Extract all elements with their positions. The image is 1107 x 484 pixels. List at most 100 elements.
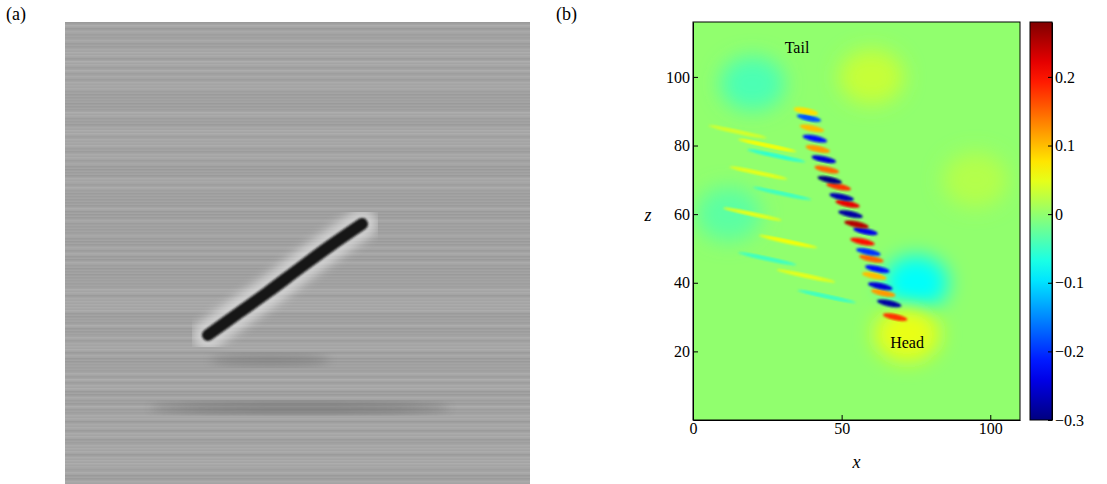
- noise-line: [65, 346, 530, 348]
- noise-line: [65, 238, 530, 240]
- colorbar: [1030, 22, 1052, 420]
- noise-line: [65, 178, 530, 180]
- x-tick-label: 50: [834, 420, 850, 437]
- noise-line: [65, 46, 530, 48]
- noise-line: [65, 307, 530, 309]
- noise-line: [65, 91, 530, 93]
- noise-line: [65, 295, 530, 297]
- noise-line: [65, 208, 530, 210]
- streak: [208, 224, 362, 335]
- noise-line: [65, 391, 530, 393]
- noise-line: [65, 451, 530, 453]
- noise-line: [65, 190, 530, 192]
- noise-line: [65, 373, 530, 375]
- noise-line: [65, 301, 530, 303]
- field-streak: [799, 123, 825, 134]
- colorbar-tick-label: −0.2: [1055, 343, 1084, 360]
- noise-line: [65, 64, 530, 66]
- image-panel: [65, 22, 530, 484]
- noise-line: [65, 70, 530, 72]
- image-noise: [65, 22, 530, 483]
- y-tick-label: 100: [666, 69, 690, 86]
- noise-line: [65, 430, 530, 432]
- field-streak: [838, 209, 864, 220]
- noise-line: [65, 181, 530, 183]
- noise-line: [65, 133, 530, 135]
- noise-line: [65, 400, 530, 402]
- noise-line: [65, 124, 530, 126]
- field-streak: [747, 148, 806, 164]
- noise-line: [65, 196, 530, 198]
- noise-line: [65, 313, 530, 315]
- noise-line: [65, 199, 530, 201]
- noise-line: [65, 43, 530, 45]
- noise-line: [65, 472, 530, 474]
- noise-line: [65, 73, 530, 75]
- noise-line: [65, 352, 530, 354]
- noise-line: [65, 427, 530, 429]
- noise-line: [65, 169, 530, 171]
- colorbar-tick-label: 0: [1055, 206, 1063, 223]
- streak-halo: [208, 224, 362, 335]
- noise-line: [65, 247, 530, 249]
- noise-line: [65, 298, 530, 300]
- field-streak: [850, 236, 876, 247]
- field-streak: [802, 133, 828, 144]
- noise-line: [65, 31, 530, 33]
- noise-line: [65, 193, 530, 195]
- colorbar-tick-label: −0.3: [1055, 412, 1084, 429]
- noise-line: [65, 160, 530, 162]
- noise-line: [65, 445, 530, 447]
- noise-line: [65, 469, 530, 471]
- noise-line: [65, 316, 530, 318]
- figure: (a)(b)05010020406080100xzTailHead0.20.10…: [0, 0, 1107, 484]
- field-streak: [805, 143, 831, 154]
- noise-line: [65, 436, 530, 438]
- noise-line: [65, 121, 530, 123]
- y-tick-mark: [693, 77, 698, 78]
- field-streak: [844, 219, 870, 230]
- noise-line: [65, 235, 530, 237]
- noise-line: [65, 223, 530, 225]
- y-tick-label: 40: [674, 274, 690, 291]
- noise-line: [65, 241, 530, 243]
- colorbar-tick-mark: [1048, 214, 1052, 215]
- noise-line: [65, 331, 530, 333]
- field-streak: [738, 251, 797, 267]
- noise-line: [65, 226, 530, 228]
- noise-line: [65, 139, 530, 141]
- noise-line: [65, 106, 530, 108]
- field-streak: [882, 311, 908, 322]
- noise-line: [65, 40, 530, 42]
- noise-line: [65, 148, 530, 150]
- noise-line: [65, 424, 530, 426]
- y-tick-mark: [693, 146, 698, 147]
- noise-line: [65, 49, 530, 51]
- field-streak: [817, 174, 843, 185]
- field-streak: [814, 164, 840, 175]
- x-tick-mark: [990, 415, 991, 420]
- noise-line: [65, 388, 530, 390]
- noise-line: [65, 337, 530, 339]
- noise-line: [65, 142, 530, 144]
- noise-line: [65, 214, 530, 216]
- y-tick-mark: [693, 283, 698, 284]
- y-tick: 100: [666, 69, 698, 86]
- colorbar-tick: 0.2: [1048, 69, 1075, 86]
- noise-line: [65, 118, 530, 120]
- y-tick-mark: [693, 351, 698, 352]
- noise-line: [65, 460, 530, 462]
- noise-line: [65, 67, 530, 69]
- image-background: [65, 22, 530, 484]
- noise-line: [65, 382, 530, 384]
- noise-line: [65, 109, 530, 111]
- x-axis-title: x: [852, 452, 861, 472]
- noise-line: [65, 85, 530, 87]
- noise-line: [65, 310, 530, 312]
- annotation: Head: [890, 334, 924, 351]
- noise-line: [65, 244, 530, 246]
- noise-line: [65, 154, 530, 156]
- annotation: Tail: [785, 39, 810, 56]
- noise-line: [65, 439, 530, 441]
- colorbar-tick-label: 0.1: [1055, 137, 1075, 154]
